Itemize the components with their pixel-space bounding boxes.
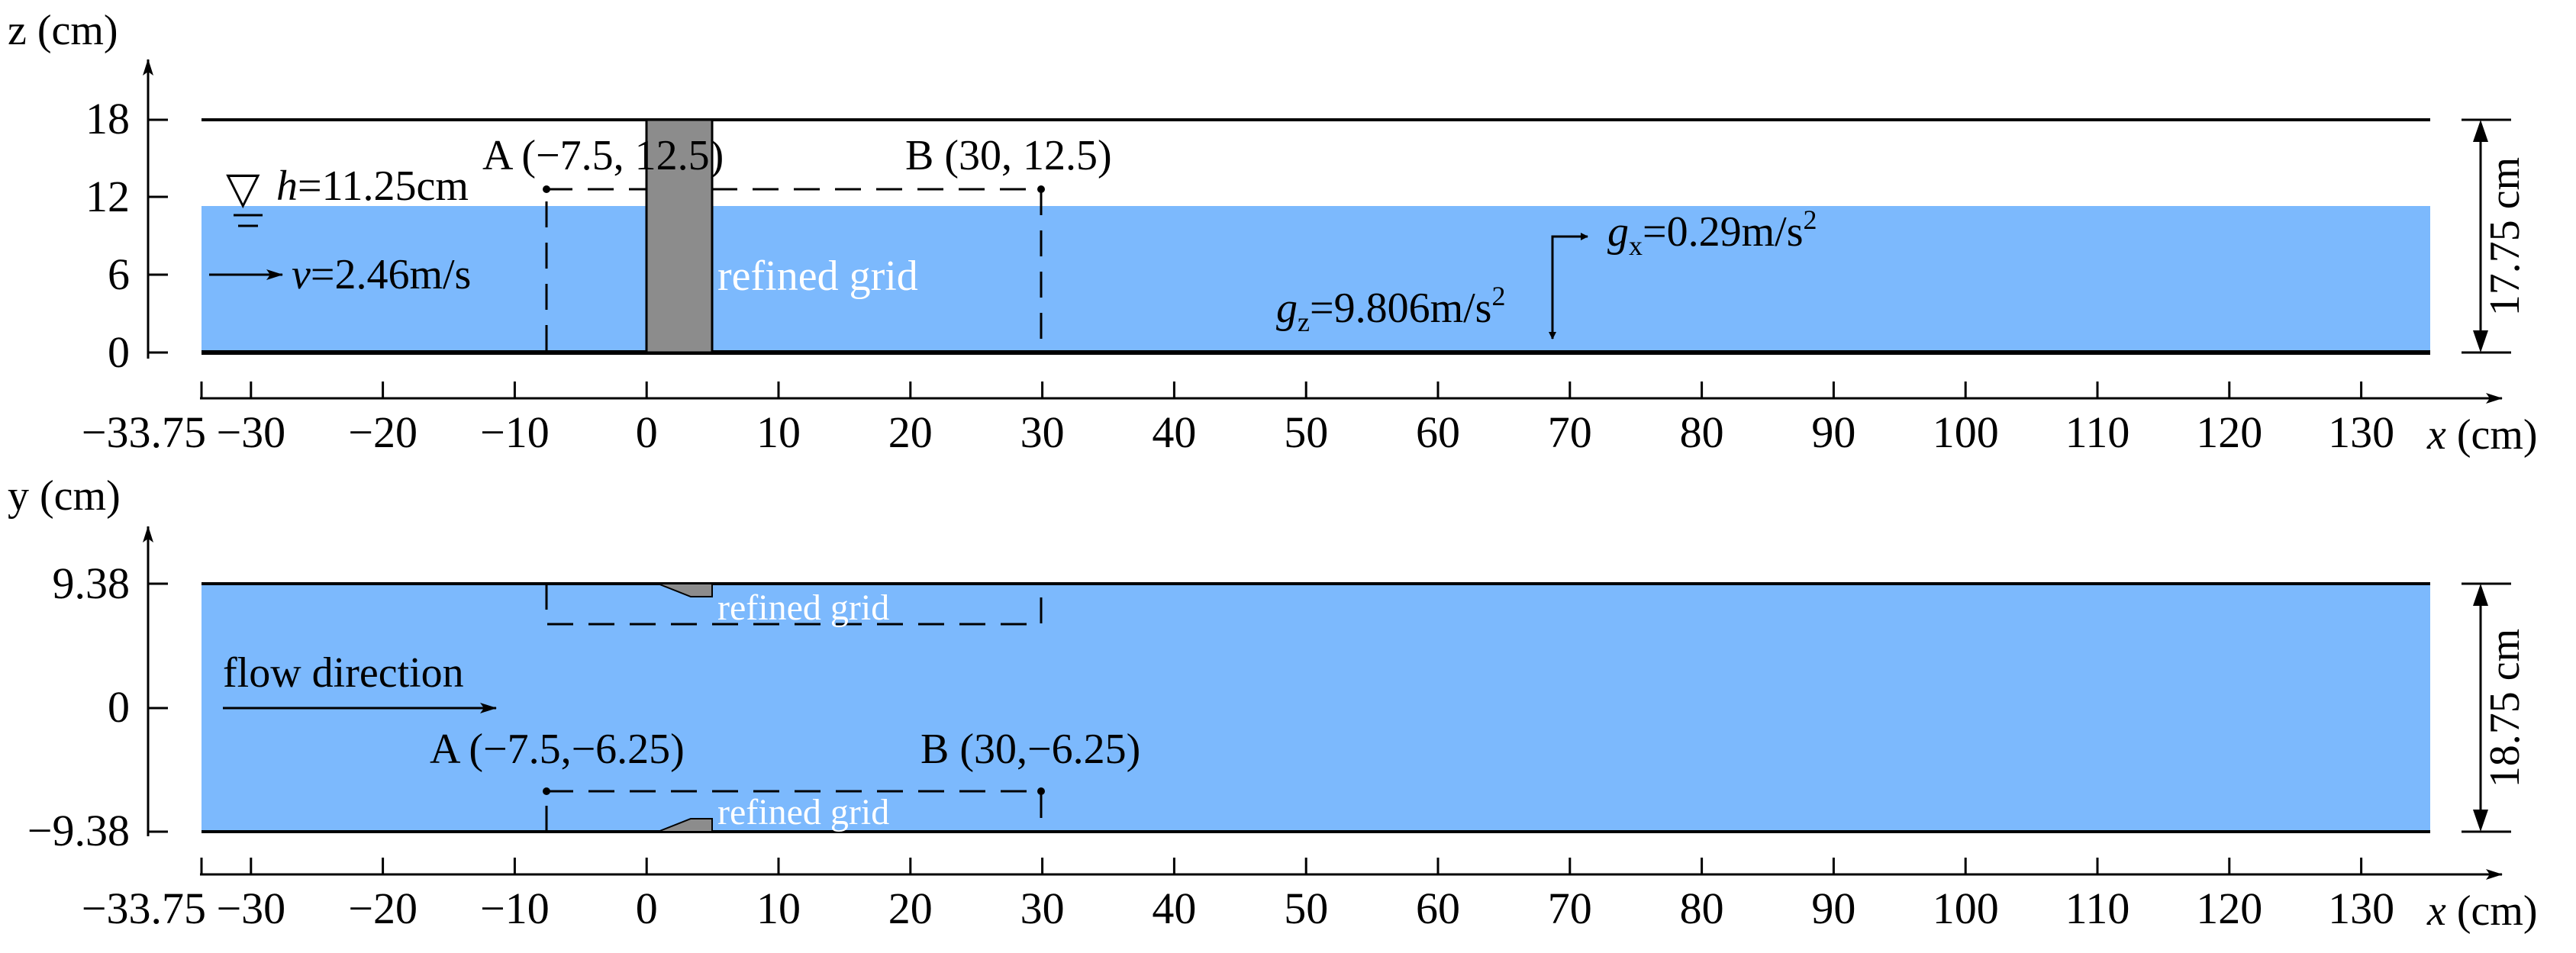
plan-x-unit: (cm) <box>2446 887 2538 935</box>
plan-x-tick-label: 90 <box>1811 884 1855 933</box>
plan-point-b-label: B (30,−6.25) <box>920 726 1140 773</box>
gx-var: g <box>1607 208 1629 256</box>
plan-water-body <box>202 584 2430 832</box>
width-dimension-label: 18.75 cm <box>2481 629 2529 787</box>
plan-point-a-label: A (−7.5,−6.25) <box>430 726 685 773</box>
plan-x-tick-label: 130 <box>2328 884 2394 933</box>
plan-x-tick-label: −10 <box>480 884 550 933</box>
side-x-tick-label: 100 <box>1933 407 1999 457</box>
plan-x-tick-label: −30 <box>216 884 285 933</box>
y-tick-label: 9.38 <box>53 559 131 608</box>
side-x-tick-label: −33.75 <box>82 407 206 457</box>
side-x-tick-label: 20 <box>888 407 933 457</box>
velocity-value: =2.46m/s <box>311 251 472 298</box>
gx-sup: 2 <box>1804 204 1817 235</box>
side-x-tick-label: −10 <box>480 407 550 457</box>
plan-x-tick-label: 30 <box>1020 884 1065 933</box>
water-body <box>202 206 2430 353</box>
refined-grid-bottom-label: refined grid <box>717 792 889 832</box>
gx-label: gx=0.29m/s2 <box>1607 204 1817 261</box>
y-tick-label: −9.38 <box>27 806 130 855</box>
depth-label: h=11.25cm <box>276 163 469 210</box>
side-x-tick-label: 90 <box>1811 407 1855 457</box>
water-surface-icon: ▽ <box>226 163 260 213</box>
plan-point-a-marker <box>543 787 550 795</box>
z-tick-label: 6 <box>108 250 130 299</box>
side-x-unit: (cm) <box>2446 411 2538 459</box>
gz-sub: z <box>1298 307 1310 337</box>
z-tick-label: 0 <box>108 327 130 377</box>
height-dimension-label: 17.75 cm <box>2481 157 2529 316</box>
refined-grid-label: refined grid <box>717 253 918 300</box>
refined-grid-box <box>545 188 1043 354</box>
plan-x-tick-label: −33.75 <box>82 884 206 933</box>
gz-label: gz=9.806m/s2 <box>1276 281 1505 337</box>
plan-x-tick-label: 110 <box>2065 884 2130 933</box>
abutment-top <box>657 583 713 597</box>
side-x-tick-label: 40 <box>1152 407 1196 457</box>
plan-x-ticks: −33.75 −30 −20 −10 0 10 20 30 40 50 60 70 80 90 100 110… <box>82 858 2394 933</box>
velocity-var: v <box>292 251 311 298</box>
gx-sub: x <box>1629 230 1643 261</box>
plan-x-tick-label: 0 <box>636 884 658 933</box>
z-ticks: 18 12 6 0 <box>85 94 168 377</box>
plan-view: y (cm) 9.38 0 −9.38 refined grid refined… <box>8 472 2538 935</box>
velocity-label: v=2.46m/s <box>292 251 471 298</box>
plan-x-tick-label: 100 <box>1933 884 1999 933</box>
plan-x-tick-label: 60 <box>1416 884 1460 933</box>
plan-x-tick-label: 50 <box>1284 884 1328 933</box>
depth-value: =11.25cm <box>298 163 469 210</box>
side-x-tick-label: −20 <box>348 407 418 457</box>
z-axis-label: z (cm) <box>8 7 118 54</box>
side-x-tick-label: 30 <box>1020 407 1065 457</box>
gx-value: =0.29m/s <box>1643 208 1804 256</box>
side-x-tick-label: 50 <box>1284 407 1328 457</box>
plan-x-tick-label: 20 <box>888 884 933 933</box>
side-x-tick-label: 110 <box>2065 407 2130 457</box>
point-b-label: B (30, 12.5) <box>905 132 1112 179</box>
side-x-tick-label: 0 <box>636 407 658 457</box>
gz-value: =9.806m/s <box>1310 285 1492 332</box>
side-x-tick-label: 60 <box>1416 407 1460 457</box>
plan-x-axis-label: x (cm) <box>2426 887 2538 935</box>
side-x-tick-label: 120 <box>2196 407 2262 457</box>
plan-x-tick-label: 120 <box>2196 884 2262 933</box>
side-x-tick-label: 10 <box>756 407 801 457</box>
point-a-marker <box>543 185 550 193</box>
plan-x-tick-label: 40 <box>1152 884 1196 933</box>
refined-grid-top-label: refined grid <box>717 588 889 628</box>
side-x-tick-label: 70 <box>1548 407 1592 457</box>
plan-x-tick-label: 10 <box>756 884 801 933</box>
z-tick-label: 18 <box>85 94 130 143</box>
plan-x-var: x <box>2426 887 2446 935</box>
pier <box>645 118 714 354</box>
gz-sup: 2 <box>1491 281 1505 311</box>
abutment-bottom <box>657 818 713 832</box>
point-a-label: A (−7.5, 12.5) <box>482 132 724 179</box>
side-x-tick-label: 80 <box>1680 407 1724 457</box>
side-x-axis-label: x (cm) <box>2426 411 2538 459</box>
depth-var: h <box>276 163 298 210</box>
plan-x-tick-label: −20 <box>348 884 418 933</box>
plan-point-b-marker <box>1037 787 1045 795</box>
plan-x-tick-label: 70 <box>1548 884 1592 933</box>
side-view: z (cm) 18 12 6 0 A (−7.5, 12.5) B (30, 1… <box>8 7 2538 459</box>
refined-grid-bottom-box <box>545 790 1043 832</box>
side-x-ticks: −33.75 −30 −20 −10 0 10 20 30 40 50 60 70 80 90 100 110… <box>82 382 2394 457</box>
y-axis-label: y (cm) <box>8 472 121 520</box>
y-tick-label: 0 <box>108 682 130 732</box>
flow-direction-label: flow direction <box>223 649 464 697</box>
side-x-var: x <box>2426 411 2446 459</box>
gz-var: g <box>1276 285 1298 332</box>
plan-x-tick-label: 80 <box>1680 884 1724 933</box>
point-b-marker <box>1037 185 1045 193</box>
refined-grid-top-box <box>545 584 1043 626</box>
z-tick-label: 12 <box>85 172 130 221</box>
side-x-tick-label: −30 <box>216 407 285 457</box>
side-x-tick-label: 130 <box>2328 407 2394 457</box>
